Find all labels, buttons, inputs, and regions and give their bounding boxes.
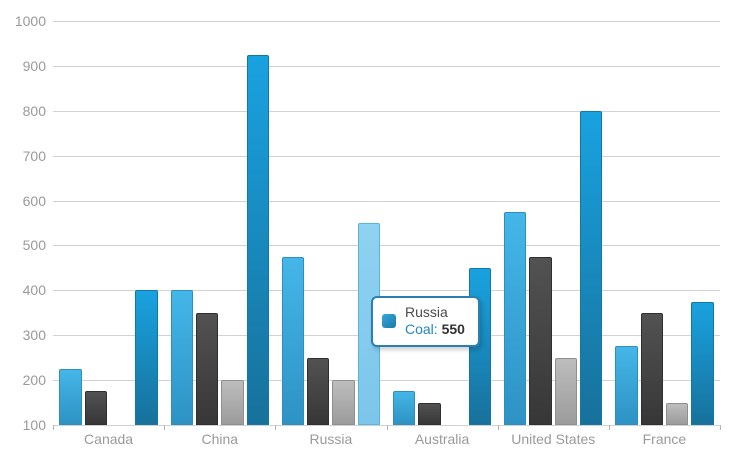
bar-united-states-s1[interactable] xyxy=(504,211,527,425)
x-axis-tick xyxy=(497,425,499,430)
bar-united-states-s3[interactable] xyxy=(554,357,578,425)
tooltip-value: 550 xyxy=(441,321,465,337)
bar-united-states-s4[interactable] xyxy=(580,110,603,425)
bar-france-s1[interactable] xyxy=(615,346,638,425)
y-axis-label: 600 xyxy=(22,192,46,209)
tooltip-series-marker xyxy=(382,314,396,328)
bar-australia-s2[interactable] xyxy=(418,402,441,425)
y-axis-label: 700 xyxy=(22,147,46,164)
y-axis-label: 800 xyxy=(22,102,46,119)
x-axis-tick xyxy=(53,425,54,430)
bar-france-s2[interactable] xyxy=(640,312,663,425)
bar-russia-s3[interactable] xyxy=(332,380,355,425)
x-axis-tick xyxy=(608,425,610,430)
tooltip-value-line: Coal: 550 xyxy=(405,321,465,338)
x-axis-label: China xyxy=(201,431,239,447)
gridline xyxy=(53,155,720,157)
y-axis-label: 500 xyxy=(22,237,46,254)
tooltip-text: Russia Coal: 550 xyxy=(405,304,465,338)
bar-france-s4[interactable] xyxy=(691,301,714,425)
gridline xyxy=(53,200,720,202)
x-axis-tick xyxy=(164,425,166,430)
bar-australia-s1[interactable] xyxy=(392,391,416,425)
x-axis-label: Russia xyxy=(309,431,353,447)
bar-russia-s2[interactable] xyxy=(307,357,330,425)
x-axis-tick xyxy=(386,425,388,430)
gridline xyxy=(53,110,720,112)
x-axis-label: United States xyxy=(511,431,596,447)
bar-china-s3[interactable] xyxy=(221,380,244,425)
y-axis-label: 1000 xyxy=(14,13,46,29)
y-axis-label: 200 xyxy=(22,372,46,389)
x-axis-tick xyxy=(275,425,277,430)
x-axis-label: Canada xyxy=(84,431,134,447)
bar-canada-s4[interactable] xyxy=(135,290,158,425)
x-axis-label: Australia xyxy=(414,431,470,447)
x-axis-tick xyxy=(720,425,721,430)
gridline xyxy=(53,245,720,247)
bar-china-s4[interactable] xyxy=(246,54,269,425)
bar-russia-s1[interactable] xyxy=(281,256,305,425)
gridline xyxy=(53,65,720,67)
bar-china-s2[interactable] xyxy=(195,312,219,425)
y-axis-label: 300 xyxy=(22,327,46,344)
x-axis-label: France xyxy=(642,431,687,447)
y-axis-label: 400 xyxy=(22,282,46,299)
gridline xyxy=(53,21,720,22)
bar-china-s1[interactable] xyxy=(170,290,193,425)
tooltip: Russia Coal: 550 xyxy=(371,296,480,347)
tooltip-series-label: Coal: xyxy=(405,321,438,337)
bar-canada-s2[interactable] xyxy=(84,391,108,425)
bar-france-s3[interactable] xyxy=(665,402,689,425)
tooltip-category: Russia xyxy=(405,304,448,320)
y-axis-label: 100 xyxy=(22,417,46,433)
y-axis-label: 900 xyxy=(22,57,46,74)
bar-canada-s1[interactable] xyxy=(59,368,82,425)
bar-united-states-s2[interactable] xyxy=(529,256,552,425)
